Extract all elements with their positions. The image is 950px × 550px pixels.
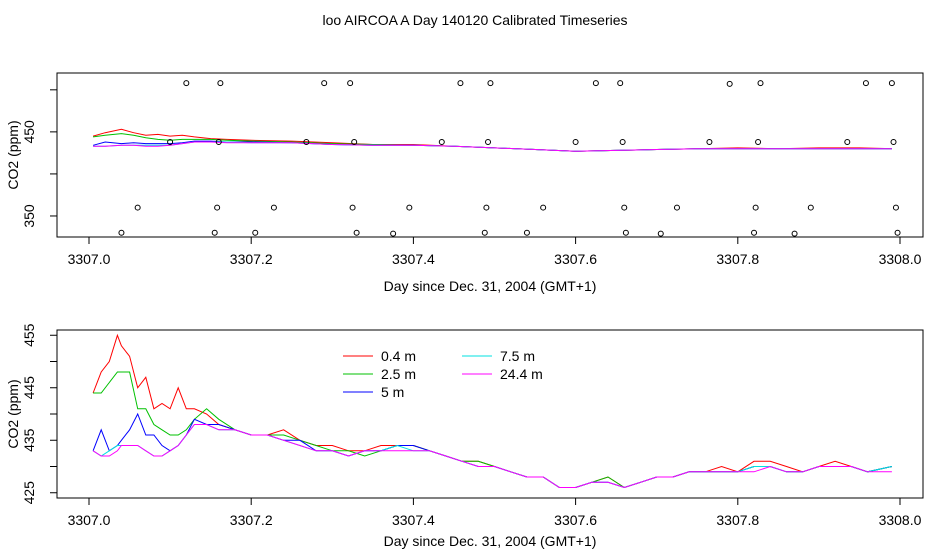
panel-top-series-line-4 — [93, 141, 892, 152]
panel-bottom-series-line-0 — [92, 333, 893, 489]
panel-top-xtick-label: 3308.0 — [879, 251, 922, 267]
panel-top-axes: 3307.0 3307.2 3307.4 3307.6 3307.8 3308.0 350 4… — [21, 89, 922, 267]
panel-top-xtick-label: 3307.0 — [68, 251, 111, 267]
panel-top-marker — [657, 230, 664, 237]
legend-label-1: 2.5 m — [381, 366, 416, 382]
panel-top-marker — [481, 229, 488, 236]
panel-top-ytick-label: 450 — [21, 120, 37, 144]
panel-bottom-frame — [56, 329, 924, 499]
panel-top-marker — [888, 80, 895, 87]
panel-top-marker — [523, 229, 530, 236]
panel-bottom-xtick-label: 3307.8 — [716, 512, 759, 528]
panel-top-marker — [892, 204, 899, 211]
panel-top-marker — [347, 80, 354, 87]
panel-top-marker — [438, 138, 445, 145]
panel-top-marker — [183, 80, 190, 87]
panel-top-xtick-label: 3307.6 — [554, 251, 597, 267]
panel-top-marker — [167, 138, 174, 145]
panel-top-marker — [351, 138, 358, 145]
panel-top-marker — [751, 229, 758, 236]
panel-bottom-ytick-label: 425 — [21, 481, 37, 505]
panel-top-marker — [862, 80, 869, 87]
panel-top-marker — [617, 80, 624, 87]
panel-top-marker — [211, 229, 218, 236]
panel-top-marker — [757, 80, 764, 87]
panel-top-marker — [406, 204, 413, 211]
panel-top-marker — [755, 138, 762, 145]
panel-bottom-lines — [92, 333, 893, 489]
legend: 0.4 m 2.5 m 5 m 7.5 m 24.4 m — [343, 348, 543, 400]
panel-top-xtick-label: 3307.2 — [230, 251, 273, 267]
panel-bottom-series-line-3 — [92, 424, 893, 489]
panel-top-xlabel: Day since Dec. 31, 2004 (GMT+1) — [384, 278, 597, 294]
panel-bottom-series-line-4 — [92, 424, 892, 489]
panel-top-marker — [303, 138, 310, 145]
panel-top-ylabel: CO2 (ppm) — [5, 120, 21, 189]
panel-top-frame — [56, 72, 924, 238]
panel-top-xtick-label: 3307.8 — [716, 251, 759, 267]
panel-top-marker — [134, 204, 141, 211]
legend-label-3: 7.5 m — [500, 348, 535, 364]
panel-top-marker — [483, 204, 490, 211]
panel-top-marker — [890, 138, 897, 145]
legend-label-2: 5 m — [381, 384, 404, 400]
panel-top-marker — [622, 229, 629, 236]
panel-bottom-ylabel: CO2 (ppm) — [5, 379, 21, 448]
panel-top-marker — [215, 138, 222, 145]
panel-top-marker — [572, 138, 579, 145]
panel-top-marker — [619, 138, 626, 145]
panel-top-marker — [791, 230, 798, 237]
panel-top-marker — [118, 229, 125, 236]
panel-bottom-series-line-2 — [92, 412, 893, 489]
panel-top-marker — [487, 80, 494, 87]
panel-top-series-line-3 — [93, 141, 892, 152]
panel-bottom-xtick-label: 3308.0 — [879, 512, 922, 528]
panel-top-xtick-label: 3307.4 — [392, 251, 435, 267]
panel-top-marker — [390, 230, 397, 237]
panel-top-marker — [894, 229, 901, 236]
panel-top: 3307.0 3307.2 3307.4 3307.6 3307.8 3308.0 350 4… — [5, 72, 924, 294]
legend-label-4: 24.4 m — [500, 366, 543, 382]
panel-bottom-xtick-label: 3307.4 — [392, 512, 435, 528]
panel-bottom-ytick-label: 435 — [21, 428, 37, 452]
panel-top-marker — [726, 80, 733, 87]
panel-bottom-series-line-1 — [93, 371, 893, 489]
chart-title: loo AIRCOA A Day 140120 Calibrated Times… — [322, 12, 627, 28]
panel-top-series-line-2 — [92, 140, 892, 152]
panel-top-marker — [353, 229, 360, 236]
panel-top-marker — [621, 204, 628, 211]
panel-bottom-xtick-label: 3307.6 — [554, 512, 597, 528]
panel-bottom-xtick-label: 3307.2 — [230, 512, 273, 528]
panel-top-marker — [485, 138, 492, 145]
panel-top-marker — [252, 229, 259, 236]
panel-top-marker — [844, 138, 851, 145]
panel-top-marker — [321, 80, 328, 87]
panel-top-lines — [92, 128, 892, 152]
panel-top-marker — [752, 204, 759, 211]
panel-top-markers — [118, 80, 901, 237]
panel-bottom-xlabel: Day since Dec. 31, 2004 (GMT+1) — [384, 533, 597, 549]
legend-label-0: 0.4 m — [381, 348, 416, 364]
panel-bottom-ytick-label: 455 — [21, 323, 37, 347]
panel-bottom: 3307.0 3307.2 3307.4 3307.6 3307.8 3308.0 425 4… — [5, 323, 924, 549]
panel-top-marker — [270, 204, 277, 211]
panel-top-marker — [807, 204, 814, 211]
panel-top-marker — [706, 138, 713, 145]
panel-top-ytick-label: 350 — [21, 204, 37, 228]
panel-top-marker — [673, 204, 680, 211]
panel-top-marker — [592, 80, 599, 87]
panel-top-marker — [349, 204, 356, 211]
panel-top-marker — [540, 204, 547, 211]
panel-top-marker — [214, 204, 221, 211]
panel-bottom-axes: 3307.0 3307.2 3307.4 3307.6 3307.8 3308.0 425 4… — [21, 323, 922, 528]
panel-top-marker — [217, 80, 224, 87]
panel-bottom-ytick-label: 445 — [21, 376, 37, 400]
panel-bottom-xtick-label: 3307.0 — [68, 512, 111, 528]
panel-top-marker — [457, 80, 464, 87]
